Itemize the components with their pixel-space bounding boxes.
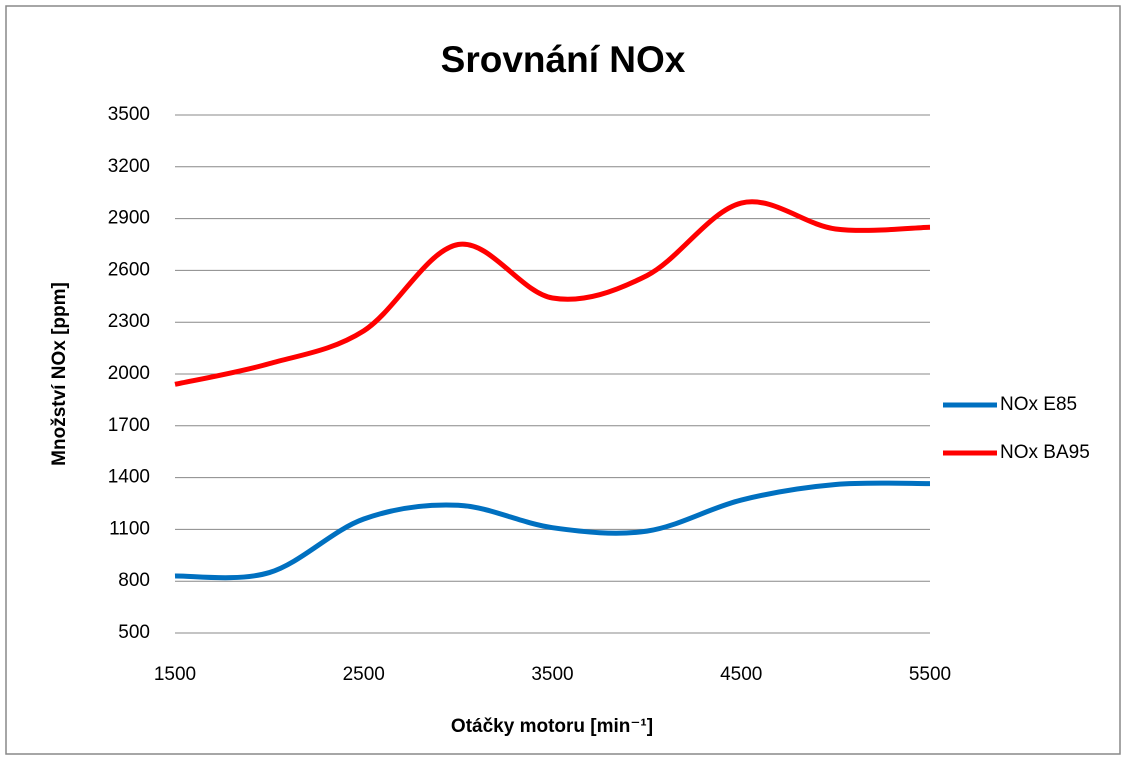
legend-label: NOx E85 — [1000, 394, 1077, 415]
y-tick-label: 2600 — [108, 259, 150, 280]
y-tick-label: 3500 — [108, 104, 150, 125]
legend-label: NOx BA95 — [1000, 442, 1090, 463]
x-tick-label: 5500 — [909, 664, 951, 685]
x-tick-label: 1500 — [154, 664, 196, 685]
x-tick-label: 3500 — [531, 664, 573, 685]
y-tick-label: 1100 — [109, 518, 150, 539]
y-tick-label: 2300 — [108, 311, 150, 332]
y-tick-label: 1400 — [108, 467, 150, 488]
chart-title: Srovnání NOx — [441, 39, 686, 80]
y-tick-label: 800 — [118, 570, 150, 591]
y-tick-label: 2000 — [108, 363, 150, 384]
x-tick-label: 4500 — [720, 664, 762, 685]
x-axis-title: Otáčky motoru [min⁻¹] — [451, 716, 653, 737]
y-axis-title: Množství NOx [ppm] — [49, 282, 70, 466]
x-tick-label: 2500 — [343, 664, 385, 685]
y-tick-label: 500 — [118, 622, 150, 643]
y-tick-label: 1700 — [108, 415, 150, 436]
series-line — [174, 199, 931, 387]
series-line — [174, 480, 931, 581]
y-tick-label: 2900 — [108, 208, 150, 229]
y-tick-label: 3200 — [108, 156, 150, 177]
chart-border — [5, 5, 1121, 755]
